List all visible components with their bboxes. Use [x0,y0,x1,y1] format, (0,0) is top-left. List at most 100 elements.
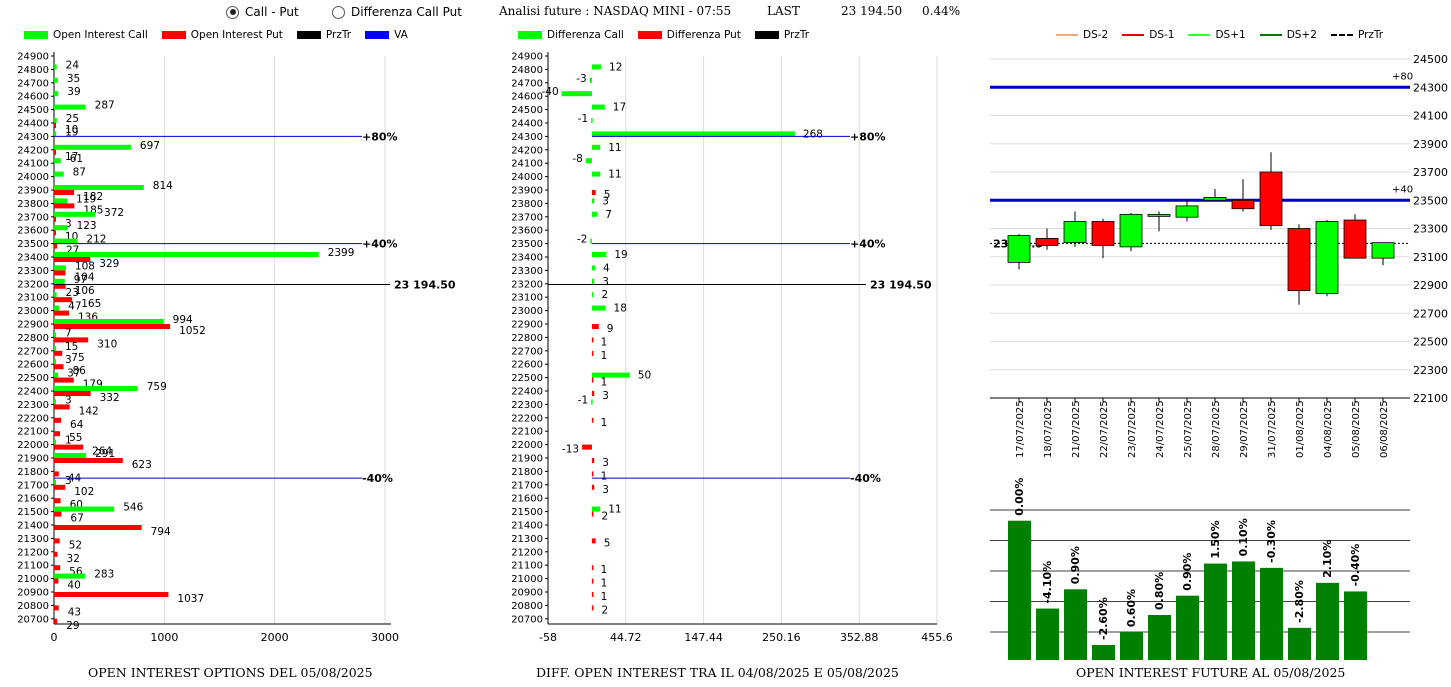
call-value-label: 39 [67,86,80,98]
y-tick-label: 22000 [17,440,49,451]
radio-differenza-indicator[interactable] [332,5,345,19]
y-tick-label: 22700 [1413,307,1448,320]
y-tick-label: 22200 [511,413,543,424]
x-tick-label: 31/07/2025 [1267,400,1278,458]
legend-item: VA [365,29,408,41]
x-tick-label: 23/07/2025 [1127,400,1138,458]
call-value-label: 2399 [328,247,355,259]
y-tick-label: 23900 [17,186,49,197]
y-tick-label: 23600 [17,226,49,237]
put-bar [54,592,169,597]
call-bar [54,252,319,257]
y-tick-label: 22300 [1413,364,1448,377]
put-value-label: 86 [72,365,86,377]
diff-call-bar [590,238,592,244]
call-value-label: 23 [66,287,79,299]
put-value-label: 310 [97,338,117,350]
put-bar [54,565,61,571]
put-bar [54,324,171,329]
radio-differenza[interactable]: Differenza Call Put [332,5,462,19]
put-bar [54,605,59,611]
diff-put-label: 5 [604,189,611,201]
y-tick-label: 21300 [511,534,543,545]
y-tick-label: 23100 [1413,251,1448,264]
right-legend: DS-2 DS-1 DS+1 DS+2 PrzTr [1056,29,1383,41]
oi-bar [1316,582,1339,660]
put-value-label: 332 [100,392,120,404]
y-tick-label: 23700 [17,212,49,223]
diff-put-bar [591,377,594,383]
x-tick-label: 21/07/2025 [1071,400,1082,458]
legend-label: PrzTr [1357,29,1384,41]
call-bar [54,453,87,458]
diff-put-bar [591,324,599,329]
y-tick-label: 22900 [17,320,49,331]
x-tick-label: 2000 [261,631,289,644]
diff-put-bar [591,592,594,597]
diff-call-label: 11 [608,169,621,181]
oi-change-label: -2.60% [1097,597,1110,640]
oi-bar [1036,608,1059,660]
y-tick-label: 21000 [511,574,543,585]
y-tick-label: 22300 [511,400,543,411]
put-value-label: 52 [69,539,82,551]
put-value-label: 794 [151,526,171,538]
candle-body [1287,228,1311,292]
y-tick-label: 24700 [511,78,543,89]
call-value-label: 123 [77,220,97,232]
call-value-label: 3 [65,475,72,487]
footer-right: OPEN INTEREST FUTURE AL 05/08/2025 [1076,665,1346,680]
put-bar [54,444,84,450]
y-tick-label: 22800 [511,333,543,344]
legend-label: DS+2 [1286,29,1317,41]
call-bar [54,359,56,365]
y-tick-label: 21200 [511,547,543,558]
y-tick-label: 20700 [17,614,49,625]
y-tick-label: 24600 [17,92,49,103]
call-value-label: 87 [73,167,86,179]
diff-put-bar [582,444,592,450]
put-bar [54,578,59,584]
left-legend: Open Interest Call Open Interest Put Prz… [24,29,408,41]
put-bar [54,337,89,343]
put-bar [54,270,66,276]
call-value-label: 19 [65,126,78,138]
y-tick-label: 23700 [1413,166,1448,179]
call-bar [54,131,57,137]
oi-change-label: -0.30% [1265,520,1278,563]
diff-put-bar [591,458,595,463]
put-bar [54,310,70,316]
oi-bar [1204,563,1227,660]
diff-put-bar [591,565,594,571]
put-value-label: 64 [70,419,84,431]
call-bar [54,479,56,485]
call-value-label: 61 [70,153,83,165]
put-bar [54,498,61,504]
diff-call-label: -1 [578,113,588,125]
diff-call-label: 17 [613,102,626,114]
radio-call-put-indicator[interactable] [226,5,239,19]
diff-call-bar [591,171,601,177]
y-tick-label: 24800 [511,65,543,76]
y-tick-label: 21400 [17,521,49,532]
diff-put-bar [591,337,594,343]
call-value-label: 546 [123,502,143,514]
radio-call-put[interactable]: Call - Put [226,5,299,19]
y-tick-label: 21000 [17,574,49,585]
diff-call-label: 268 [803,128,823,140]
y-tick-label: 24300 [1413,81,1448,94]
y-tick-label: 23200 [17,279,49,290]
legend-label: VA [394,29,408,41]
y-tick-label: 21600 [511,494,543,505]
y-tick-label: 21900 [511,454,543,465]
diff-put-label: -13 [562,444,579,456]
oi-change-label: 1.50% [1209,520,1222,558]
x-tick-label: 1000 [150,631,178,644]
y-tick-label: 23000 [17,306,49,317]
diff-call-bar [561,91,592,97]
call-value-label: 372 [104,207,124,219]
y-tick-label: 23000 [511,306,543,317]
diff-call-bar [591,131,795,137]
y-tick-label: 21100 [511,561,543,572]
